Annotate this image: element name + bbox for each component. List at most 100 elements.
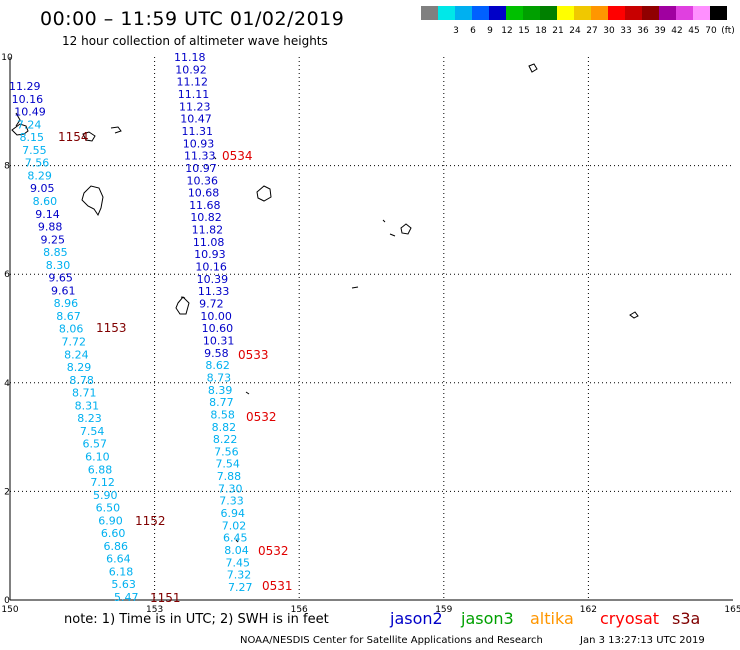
legend-label: 27 [586,26,598,36]
time-label: 0534 [222,149,253,163]
wave-height-value: 9.88 [38,221,63,234]
legend-label: 36 [637,26,649,36]
wave-height-value: 6.86 [104,540,129,553]
legend-label: 3 [453,26,459,36]
wave-height-value: 6.90 [98,514,123,527]
wave-height-value: 6.60 [101,527,126,540]
wave-height-value: 5.63 [111,578,136,591]
wave-height-value: 7.24 [17,118,42,131]
coastline-shape [528,63,538,73]
coastline-shape [15,112,21,127]
wave-height-value: 7.45 [225,556,250,569]
wave-height-value: 10.00 [200,310,232,323]
legend-swatch [421,6,438,20]
wave-height-value: 9.65 [48,272,73,285]
wave-height-value: 7.02 [222,519,247,532]
latitude-tick-label: 6 [4,270,10,280]
legend-swatch [642,6,659,20]
wave-height-value: 7.54 [215,458,240,471]
longitude-tick-label: 165 [724,605,740,615]
wave-height-value: 11.68 [189,199,221,212]
latitude-tick-label: 2 [4,487,10,497]
wave-height-value: 10.47 [180,113,212,126]
latitude-tick-label: 8 [4,162,10,172]
wave-height-value: 10.49 [14,106,46,119]
wave-height-value: 7.55 [22,144,47,157]
wave-height-value: 9.14 [35,208,60,221]
legend-swatch [438,6,455,20]
wave-height-value: 8.29 [67,361,92,374]
wave-height-value: 10.16 [12,93,44,106]
legend-label: 9 [487,26,493,36]
legend-label: (ft) [721,26,735,36]
wave-height-value: 8.24 [64,348,89,361]
coastline-shape [11,123,29,136]
wave-height-value: 10.97 [185,162,217,175]
wave-height-value: 8.82 [212,421,237,434]
wave-height-value: 6.45 [223,532,248,545]
latitude-tick-label: 4 [4,379,10,389]
axis-tick-labels: 150 153 156 159 162 165 0 2 4 6 8 10 [1,53,740,615]
wave-height-value: 8.15 [20,131,45,144]
wave-height-value: 7.27 [228,581,253,594]
wave-height-value: 10.82 [190,211,222,224]
map-gridlines [10,57,733,600]
wave-height-value: 8.78 [69,374,94,387]
wave-height-value: 8.77 [209,396,234,409]
legend-label: 30 [603,26,615,36]
wave-height-value: 8.71 [72,387,97,400]
legend-swatch [608,6,625,20]
chart-subtitle: 12 hour collection of altimeter wave hei… [62,34,328,48]
wave-height-value: 7.30 [218,482,243,495]
generated-timestamp: Jan 3 13:27:13 UTC 2019 [580,635,705,646]
wave-height-value: 10.68 [188,187,220,200]
wave-height-value: 8.23 [77,412,102,425]
wave-height-value: 7.54 [80,425,105,438]
coastline-shape [389,233,396,237]
wave-height-value: 7.88 [217,470,242,483]
legend-label: 6 [470,26,476,36]
coastline-shape [382,219,386,223]
wave-height-value: 6.64 [106,553,131,566]
legend-label: 70 [705,26,717,36]
satellite-altika: altika [530,609,574,628]
coastline-shape [351,286,359,289]
coastline-shape [245,391,250,395]
satellite-jason3: jason3 [461,609,514,628]
wave-height-value: 11.33 [184,150,216,163]
wave-height-value: 11.08 [193,236,225,249]
wave-height-value: 10.92 [175,63,207,76]
wave-height-value: 8.67 [56,310,81,323]
coastlines [11,63,639,543]
legend-swatch [506,6,523,20]
coastline-shape [81,185,104,217]
longitude-tick-label: 153 [146,605,163,615]
wave-height-value: 11.11 [178,88,210,101]
legend-swatch [574,6,591,20]
wave-height-value: 7.56 [25,157,50,170]
legend-swatch [523,6,540,20]
legend-label: 15 [518,26,530,36]
wave-height-value: 6.94 [220,507,245,520]
wave-height-value: 10.39 [197,273,229,286]
wave-height-value: 10.36 [187,174,219,187]
satellite-cryosat: cryosat [600,609,660,628]
legend-label: 45 [688,26,700,36]
time-label: 0532 [246,410,277,424]
map-frame [9,57,733,601]
coastline-shape [110,126,122,134]
wave-height-value: 8.39 [208,384,233,397]
time-label: 1154 [58,130,89,144]
wave-height-value: 8.31 [75,399,100,412]
legend-swatch [625,6,642,20]
wave-height-value: 8.62 [205,359,230,372]
wave-height-value: 5.90 [93,489,118,502]
wave-height-value: 8.30 [46,259,71,272]
coastline-shape [235,539,239,543]
wave-height-value: 6.18 [109,565,134,578]
wave-height-value: 8.73 [207,371,232,384]
coastline-shape [82,131,96,142]
wave-height-value: 6.50 [96,502,121,515]
wave-height-value: 8.85 [43,246,68,259]
legend-swatch [557,6,574,20]
